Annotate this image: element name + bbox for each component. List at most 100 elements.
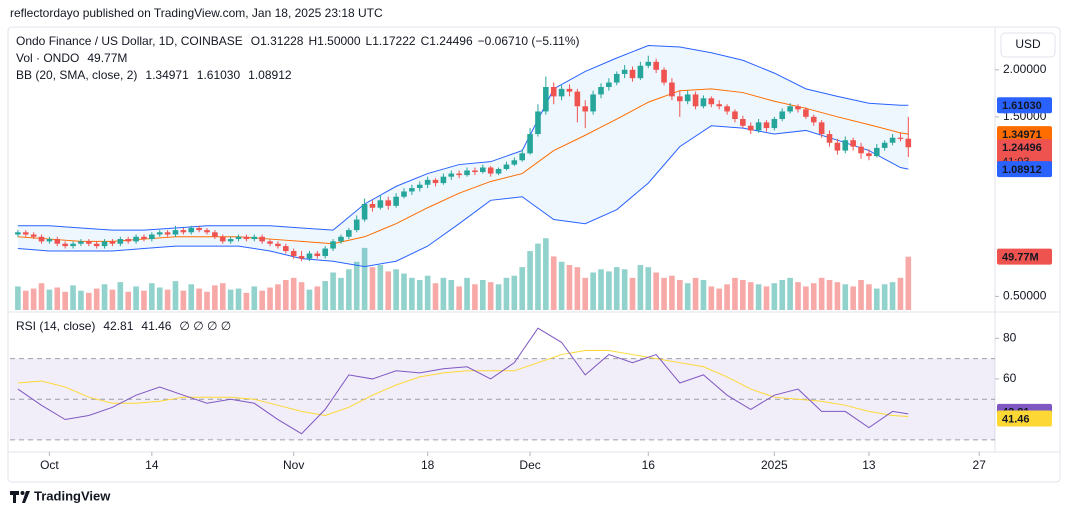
candle-body — [818, 122, 825, 135]
candle-body — [235, 236, 242, 240]
legend-item: 49.77M — [87, 51, 127, 65]
volume-bar — [747, 282, 754, 310]
volume-bar — [850, 286, 856, 310]
volume-bar — [188, 284, 195, 310]
candle-body — [653, 61, 659, 70]
volume-bar — [472, 284, 478, 310]
candle-body — [377, 200, 384, 208]
volume-bar — [629, 277, 636, 310]
volume-bar — [558, 261, 565, 310]
volume-bar — [653, 272, 659, 310]
legend-item: H1.50000 — [308, 34, 360, 48]
volume-bar — [369, 267, 376, 310]
volume-bar — [298, 282, 305, 310]
price-tag-label: 1.24496 — [1002, 142, 1042, 154]
candle-body — [30, 234, 37, 237]
candle-body — [645, 61, 652, 66]
bb-lower — [17, 125, 909, 268]
candle-body — [283, 246, 289, 251]
bb-middle — [17, 88, 909, 245]
candle-body — [456, 173, 462, 176]
volume-bar — [196, 288, 202, 310]
rsi-line — [17, 327, 909, 435]
volume-bar — [432, 283, 439, 310]
plot-area — [15, 45, 912, 310]
volume-bar — [858, 280, 864, 310]
volume-bar — [401, 273, 407, 310]
volume-bar — [684, 283, 691, 310]
legend-item: 1.34971 — [145, 68, 189, 82]
candle-body — [361, 203, 368, 220]
currency-button[interactable] — [1000, 32, 1056, 58]
volume-bar — [385, 271, 392, 310]
candle-body — [850, 140, 856, 147]
volume-bar — [117, 282, 124, 310]
volume-bar — [787, 277, 793, 310]
volume-bar — [290, 277, 297, 310]
candle-body — [133, 236, 139, 242]
volume-bar — [480, 280, 486, 310]
volume-bar — [46, 289, 53, 310]
volume-bar — [172, 281, 179, 310]
candle-body — [755, 122, 762, 131]
volume-bar — [416, 280, 423, 310]
legend-item: 41.46 — [141, 319, 171, 333]
candle-body — [732, 111, 738, 120]
candle-body — [669, 82, 675, 97]
tradingview-logo — [10, 491, 30, 503]
price-tag — [997, 97, 1052, 114]
candle-body — [259, 236, 265, 242]
volume-bar — [842, 284, 849, 310]
candle-body — [290, 250, 297, 257]
footer-brand: TradingView — [34, 488, 111, 503]
volume-bar — [93, 288, 100, 310]
volume-bar — [322, 281, 328, 310]
candle-body — [86, 241, 92, 244]
x-tick-label: 14 — [145, 458, 159, 472]
volume-bar — [164, 289, 171, 310]
candle-body — [905, 138, 912, 148]
volume-bar — [38, 283, 45, 310]
x-tick-label: Oct — [40, 458, 59, 472]
volume-bar — [283, 280, 289, 310]
candle-body — [795, 106, 801, 110]
candle-body — [322, 248, 328, 257]
volume-bar — [566, 265, 573, 310]
volume-bar — [700, 280, 707, 310]
candle-body — [401, 191, 407, 197]
candle-body — [393, 196, 399, 206]
volume-bar — [149, 283, 155, 310]
candle-body — [511, 160, 518, 165]
volume-bar — [70, 285, 76, 310]
candle-body — [314, 253, 321, 257]
legend-item: −0.06710 (−5.11%) — [478, 34, 580, 48]
candle-body — [306, 253, 313, 259]
volume-bar — [259, 290, 265, 310]
volume-bar — [740, 280, 746, 310]
candle-body — [535, 111, 541, 135]
candle-body — [125, 239, 131, 242]
candle-body — [558, 88, 565, 97]
candle-body — [724, 106, 730, 112]
candle-body — [543, 87, 549, 112]
volume-bar — [637, 265, 644, 310]
currency[interactable]: USD — [1015, 37, 1041, 51]
candle-body — [803, 109, 809, 117]
volume-bar — [708, 286, 715, 310]
x-tick-label: Nov — [283, 458, 304, 472]
volume-bar — [511, 275, 518, 310]
price-tag-label: 1.08912 — [1002, 164, 1042, 176]
candle-body — [834, 142, 841, 151]
rsi-y-tick-label: 80 — [1003, 331, 1017, 345]
legend-item: RSI (14, close) — [16, 319, 95, 333]
candle-body — [243, 236, 250, 240]
volume-bar — [338, 277, 344, 310]
volume-bar — [598, 269, 604, 310]
volume-bar — [78, 290, 84, 310]
price-tag-label: 1.61030 — [1002, 100, 1042, 112]
candle-body — [267, 241, 273, 244]
volume-bar — [243, 292, 250, 310]
candle-body — [251, 236, 258, 240]
candle-body — [440, 176, 447, 184]
volume-bar — [803, 286, 809, 310]
